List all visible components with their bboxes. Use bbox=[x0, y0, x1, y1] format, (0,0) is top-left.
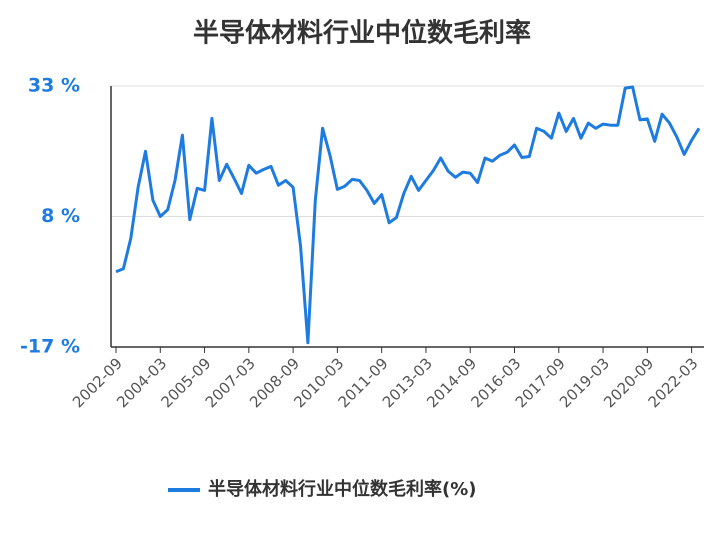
chart-title: 半导体材料行业中位数毛利率 bbox=[193, 18, 531, 49]
y-tick-label: 33 % bbox=[28, 75, 80, 97]
y-tick-label: -17 % bbox=[20, 336, 80, 358]
data-line bbox=[115, 85, 701, 345]
y-tick-label: 8 % bbox=[41, 205, 80, 227]
legend-label: 半导体材料行业中位数毛利率(%) bbox=[208, 478, 477, 500]
